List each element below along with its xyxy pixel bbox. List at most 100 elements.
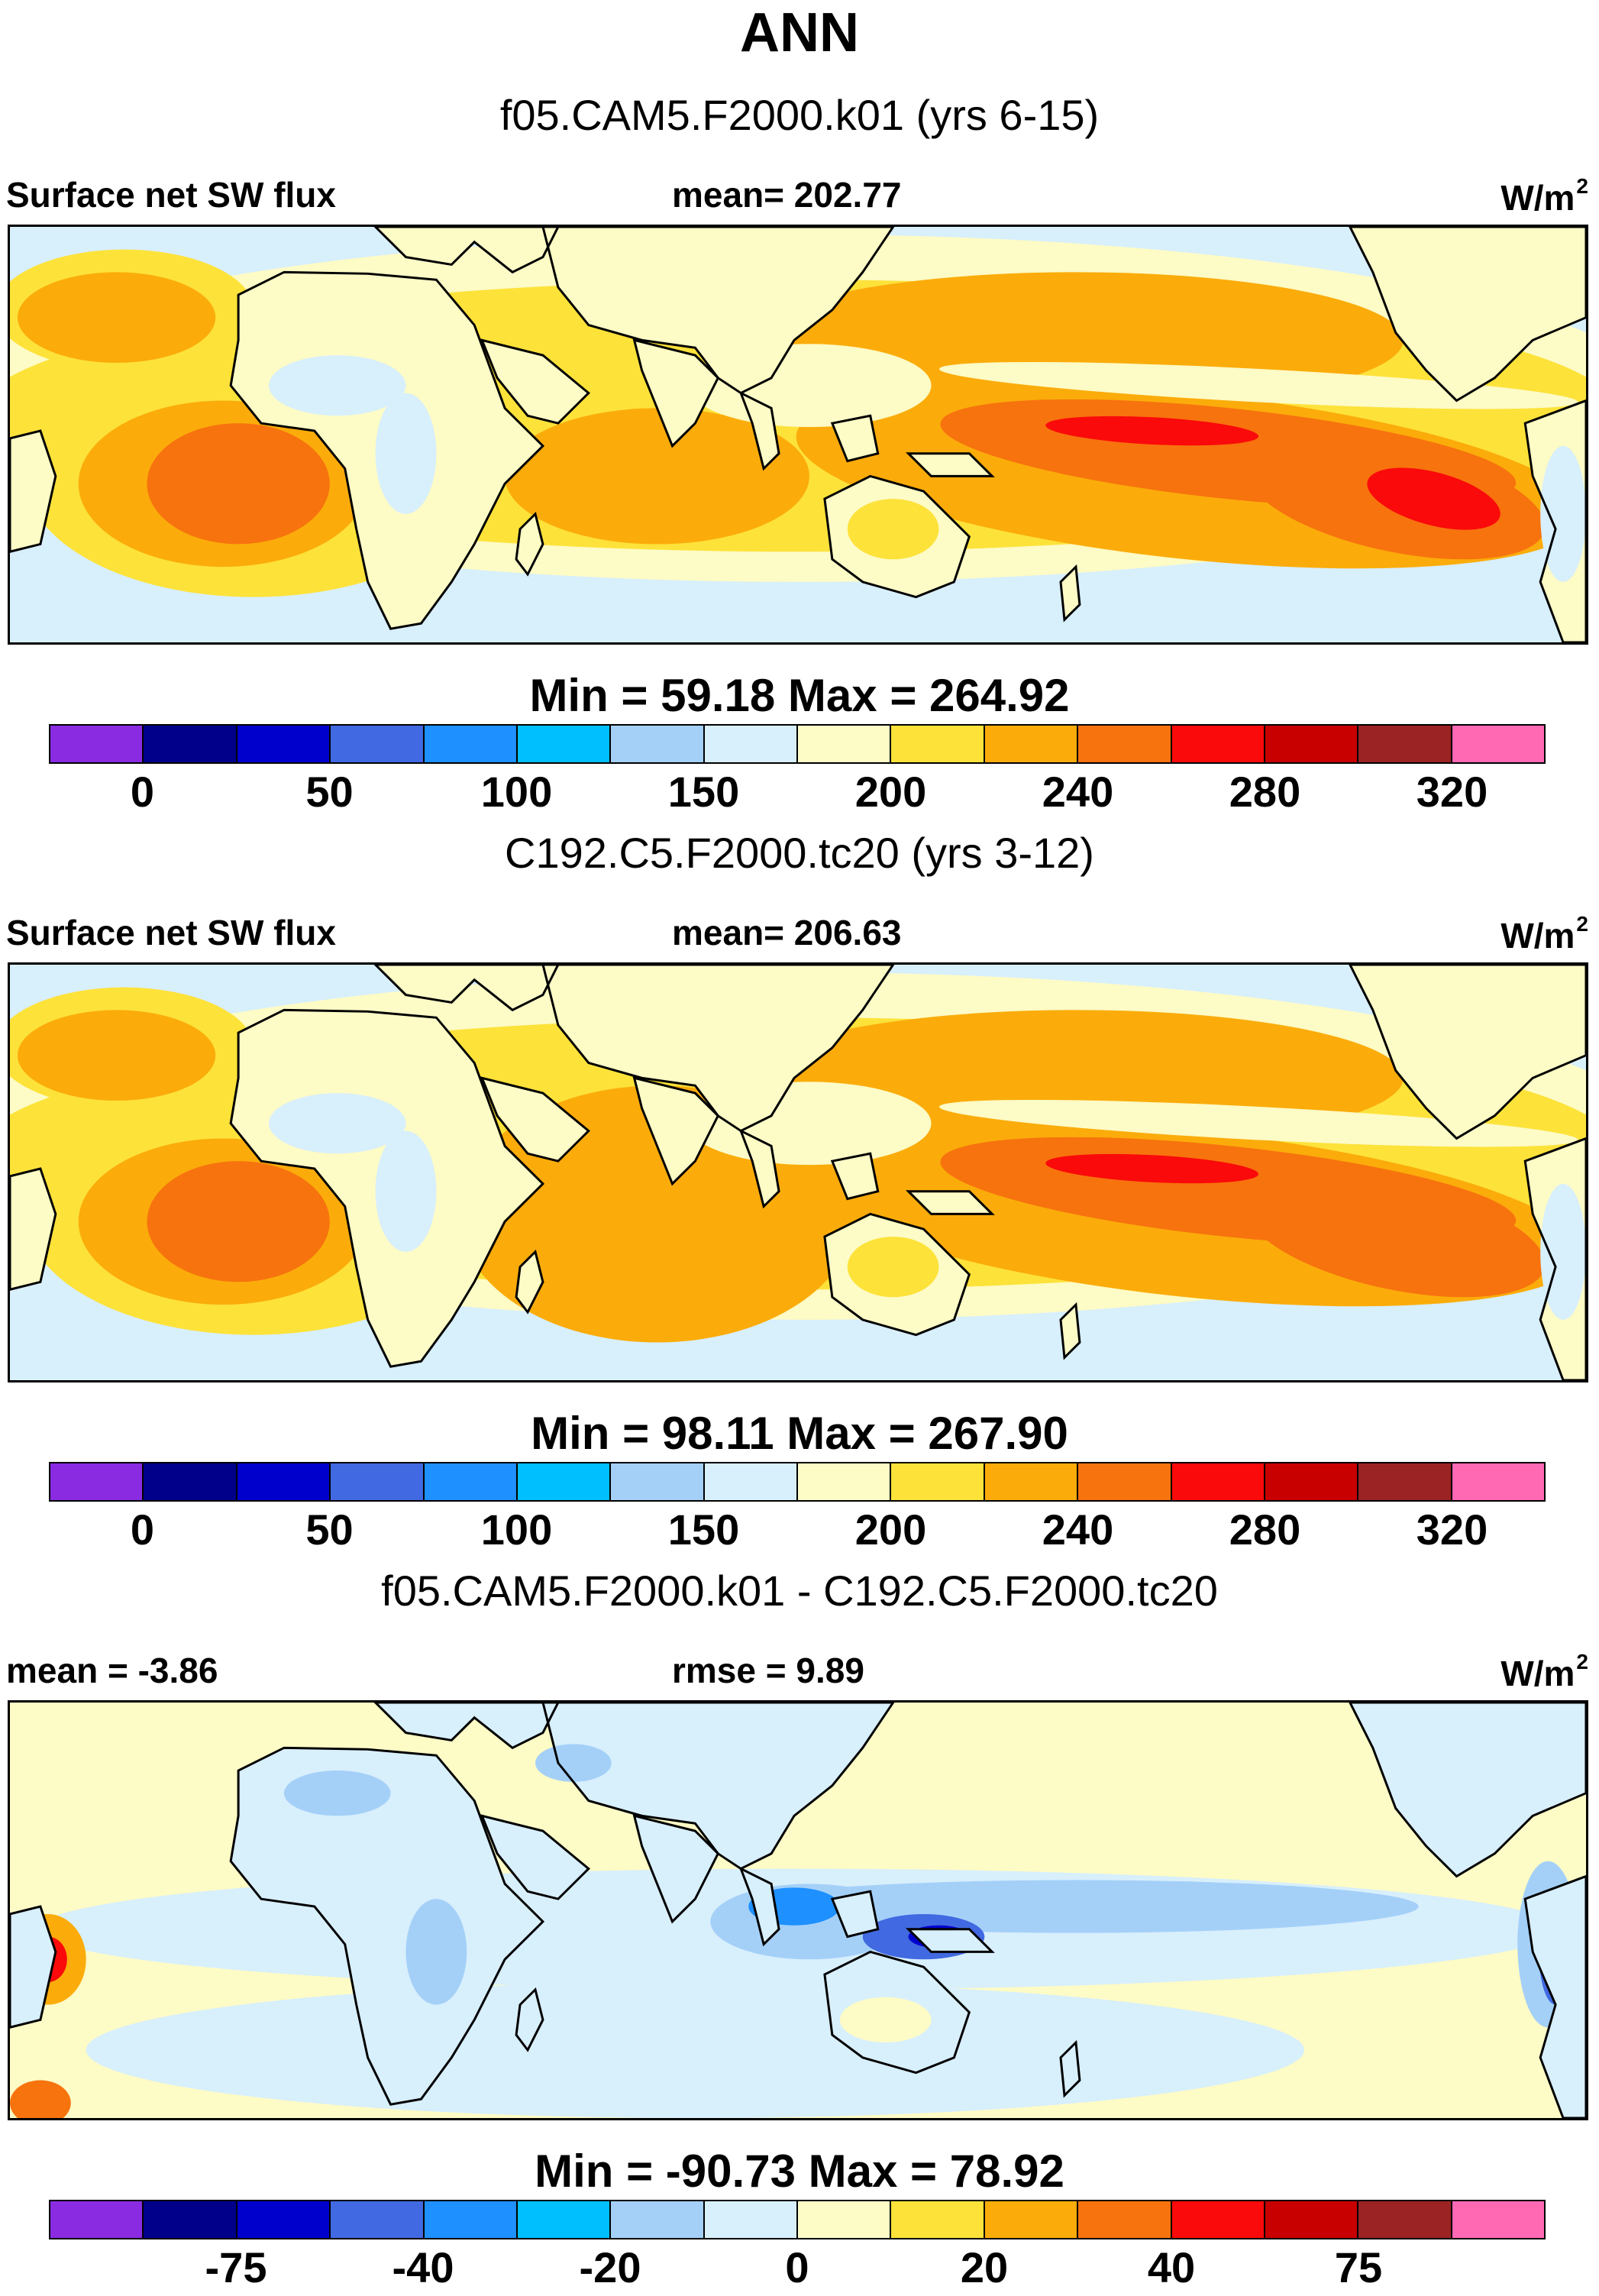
units-label: W/m2 xyxy=(1500,1650,1588,1693)
colorbar xyxy=(49,2200,1546,2239)
colorbar-ticks: 0 50 100 150 200 240 280 320 xyxy=(49,767,1546,820)
colorbar-swatch xyxy=(331,726,425,762)
coastline xyxy=(823,1950,971,2074)
colorbar-swatch xyxy=(1452,1463,1544,1500)
colorbar-swatch xyxy=(798,1463,892,1500)
colorbar-swatch xyxy=(798,2201,892,2238)
map-plot xyxy=(8,1700,1588,2120)
mean-label: mean = -3.86 xyxy=(6,1651,218,1690)
colorbar-tick-label: 280 xyxy=(1229,768,1301,816)
land-madagascar xyxy=(516,1251,543,1312)
mean-label: mean= 206.63 xyxy=(672,913,902,952)
units-label: W/m2 xyxy=(1500,912,1588,956)
coastline xyxy=(480,1076,591,1163)
coastline xyxy=(229,1746,545,2106)
contour-band xyxy=(147,1161,330,1282)
coastline xyxy=(10,1167,57,1291)
colorbar-tick-label: 240 xyxy=(1042,768,1114,816)
min-max-label: Min = -90.73 Max = 78.92 xyxy=(535,2146,1064,2197)
coastline xyxy=(1523,399,1586,642)
coastline xyxy=(1059,1302,1081,1360)
case-title: C192.C5.F2000.tc20 (yrs 3-12) xyxy=(505,829,1094,877)
colorbar-swatch xyxy=(50,1463,144,1500)
coastline xyxy=(1059,2039,1081,2098)
units-label: W/m2 xyxy=(1500,174,1588,218)
colorbar-swatch xyxy=(1452,2201,1544,2238)
colorbar-tick-label: -40 xyxy=(392,2243,454,2291)
coastline xyxy=(480,1814,591,1900)
land-nz xyxy=(1061,567,1080,620)
map-svg xyxy=(10,227,1586,642)
colorbar-swatch xyxy=(798,726,892,762)
land-nz xyxy=(1061,2042,1080,2096)
map-svg xyxy=(10,965,1586,1380)
land-contour xyxy=(269,355,406,416)
colorbar-swatch xyxy=(1452,726,1544,762)
land-europe xyxy=(375,1703,558,1748)
colorbar-swatch xyxy=(611,1463,705,1500)
colorbar-tick-label: 150 xyxy=(667,1505,740,1554)
colorbar-tick-label: 40 xyxy=(1147,2243,1196,2291)
colorbar xyxy=(49,724,1546,764)
land-arabia xyxy=(482,1816,589,1900)
colorbar-swatch xyxy=(50,726,144,762)
colorbar-swatch xyxy=(1171,2201,1265,2238)
land-madagascar xyxy=(516,513,543,574)
variable-label: Surface net SW flux xyxy=(6,913,336,952)
land-contour xyxy=(1540,1183,1586,1320)
colorbar-swatch xyxy=(144,2201,237,2238)
contour-band xyxy=(1045,1153,1259,1184)
coastline xyxy=(738,1128,780,1209)
land-nz xyxy=(1061,1305,1080,1358)
coastline xyxy=(738,1866,780,1947)
land-africa xyxy=(231,1748,543,2105)
coastline xyxy=(632,1076,720,1186)
coastline xyxy=(373,227,560,274)
coastline xyxy=(515,1249,544,1315)
land-europe xyxy=(375,227,558,273)
colorbar-tick-label: 240 xyxy=(1042,1505,1114,1554)
colorbar-ticks: 0 50 100 150 200 240 280 320 xyxy=(49,1505,1546,1558)
coastline xyxy=(1523,1874,1586,2118)
contour-band xyxy=(17,272,216,364)
colorbar-swatch xyxy=(517,726,612,762)
land-india xyxy=(634,1078,719,1184)
land-europe xyxy=(375,965,558,1011)
colorbar-swatch xyxy=(1078,2201,1172,2238)
page-title: ANN xyxy=(740,2,859,63)
colorbar-ticks: -75 -40 -20 0 20 40 75 xyxy=(49,2243,1546,2296)
coastline xyxy=(373,965,560,1012)
land-asia xyxy=(542,965,893,1131)
contour-band xyxy=(505,408,809,545)
colorbar-tick-label: 200 xyxy=(854,1505,927,1554)
land-madagascar xyxy=(516,1989,543,2050)
colorbar-swatch xyxy=(704,1463,798,1500)
colorbar-swatch xyxy=(1358,1463,1452,1500)
colorbar-tick-label: 75 xyxy=(1334,2243,1383,2291)
rmse-label: rmse = 9.89 xyxy=(672,1651,864,1690)
colorbar-swatch xyxy=(1078,1463,1172,1500)
colorbar-tick-label: 50 xyxy=(305,1505,354,1554)
land-contour xyxy=(1540,445,1586,582)
land-india xyxy=(634,1816,719,1922)
land-sameast xyxy=(10,1169,56,1290)
colorbar xyxy=(49,1462,1546,1502)
land-seasia xyxy=(741,1130,780,1207)
coastline xyxy=(515,1987,544,2052)
coastline xyxy=(515,511,544,577)
colorbar-swatch xyxy=(517,1463,612,1500)
coastline xyxy=(905,1928,995,1953)
colorbar-swatch xyxy=(424,726,518,762)
land-asia xyxy=(542,227,893,393)
colorbar-swatch xyxy=(891,1463,985,1500)
coastline xyxy=(632,1814,720,1924)
colorbar-tick-label: 280 xyxy=(1229,1505,1301,1554)
land-contour xyxy=(375,1130,437,1252)
coastline xyxy=(1349,1703,1586,1878)
contour-band xyxy=(939,361,1578,409)
colorbar-swatch xyxy=(1265,1463,1359,1500)
colorbar-swatch xyxy=(237,726,331,762)
coastline xyxy=(632,338,720,448)
colorbar-swatch xyxy=(144,726,237,762)
colorbar-tick-label: 20 xyxy=(960,2243,1009,2291)
